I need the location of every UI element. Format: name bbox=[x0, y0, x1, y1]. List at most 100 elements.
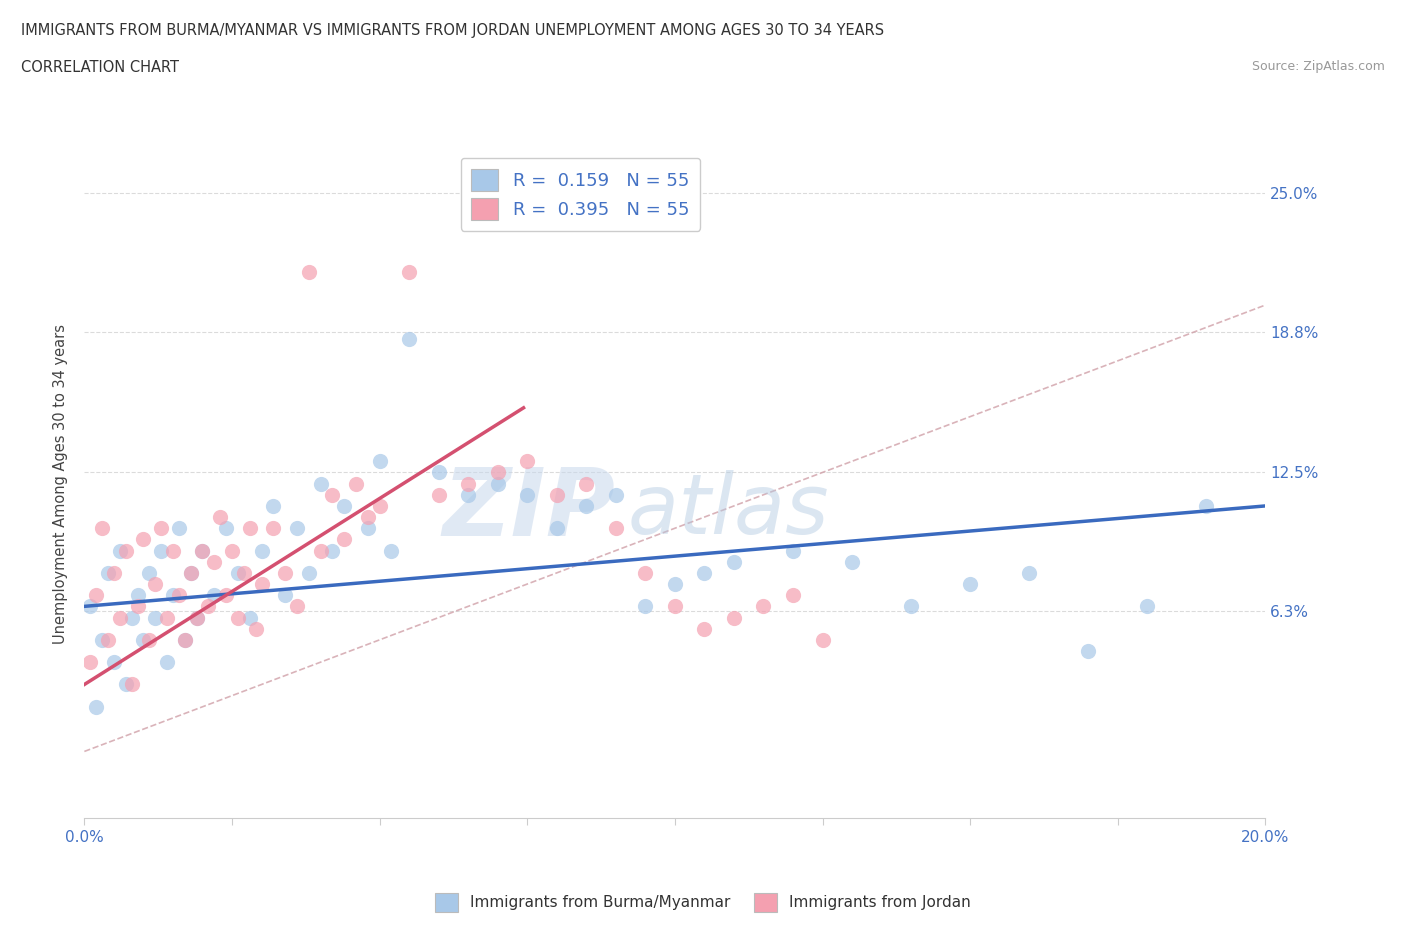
Point bbox=[197, 599, 219, 614]
Point bbox=[752, 599, 775, 614]
Point bbox=[900, 599, 922, 614]
Point bbox=[150, 521, 173, 536]
Point bbox=[398, 331, 420, 346]
Point bbox=[167, 588, 190, 603]
Point bbox=[143, 577, 166, 591]
Point bbox=[1136, 599, 1159, 614]
Point bbox=[209, 510, 232, 525]
Point bbox=[427, 465, 450, 480]
Point bbox=[232, 565, 254, 580]
Point bbox=[285, 521, 308, 536]
Point bbox=[150, 543, 173, 558]
Point bbox=[1195, 498, 1218, 513]
Point bbox=[132, 532, 155, 547]
Point bbox=[368, 498, 391, 513]
Point bbox=[226, 610, 249, 625]
Point bbox=[97, 565, 120, 580]
Point bbox=[202, 554, 225, 569]
Text: CORRELATION CHART: CORRELATION CHART bbox=[21, 60, 179, 75]
Point bbox=[664, 577, 686, 591]
Point bbox=[191, 543, 214, 558]
Point bbox=[274, 565, 297, 580]
Text: ZIP: ZIP bbox=[443, 464, 616, 556]
Point bbox=[841, 554, 863, 569]
Point bbox=[143, 610, 166, 625]
Point bbox=[309, 476, 332, 491]
Point bbox=[186, 610, 208, 625]
Point bbox=[215, 521, 238, 536]
Point bbox=[457, 487, 479, 502]
Point bbox=[321, 487, 343, 502]
Point bbox=[262, 521, 284, 536]
Point bbox=[202, 588, 225, 603]
Point bbox=[127, 588, 149, 603]
Point bbox=[84, 699, 107, 714]
Point bbox=[215, 588, 238, 603]
Point bbox=[605, 487, 627, 502]
Point bbox=[368, 454, 391, 469]
Point bbox=[723, 610, 745, 625]
Point bbox=[156, 655, 179, 670]
Point bbox=[250, 577, 273, 591]
Point bbox=[575, 476, 598, 491]
Point bbox=[546, 487, 568, 502]
Point bbox=[486, 476, 509, 491]
Point bbox=[108, 610, 131, 625]
Point bbox=[457, 476, 479, 491]
Point bbox=[262, 498, 284, 513]
Point bbox=[333, 498, 356, 513]
Point bbox=[575, 498, 598, 513]
Point bbox=[693, 565, 716, 580]
Point bbox=[782, 588, 804, 603]
Point bbox=[97, 632, 120, 647]
Point bbox=[782, 543, 804, 558]
Point bbox=[79, 599, 101, 614]
Point bbox=[516, 487, 538, 502]
Point bbox=[162, 543, 184, 558]
Point bbox=[634, 599, 657, 614]
Point bbox=[605, 521, 627, 536]
Point bbox=[285, 599, 308, 614]
Text: atlas: atlas bbox=[627, 470, 830, 551]
Point bbox=[344, 476, 367, 491]
Point bbox=[121, 677, 143, 692]
Point bbox=[357, 521, 380, 536]
Point bbox=[138, 565, 160, 580]
Point bbox=[486, 465, 509, 480]
Y-axis label: Unemployment Among Ages 30 to 34 years: Unemployment Among Ages 30 to 34 years bbox=[53, 324, 69, 644]
Point bbox=[114, 543, 136, 558]
Point bbox=[132, 632, 155, 647]
Point bbox=[250, 543, 273, 558]
Point bbox=[245, 621, 267, 636]
Point bbox=[173, 632, 195, 647]
Point bbox=[91, 521, 114, 536]
Point bbox=[191, 543, 214, 558]
Point bbox=[221, 543, 243, 558]
Point bbox=[239, 610, 262, 625]
Point bbox=[298, 264, 321, 279]
Point bbox=[959, 577, 981, 591]
Point bbox=[239, 521, 262, 536]
Point bbox=[103, 655, 125, 670]
Point bbox=[79, 655, 101, 670]
Point bbox=[516, 454, 538, 469]
Legend: Immigrants from Burma/Myanmar, Immigrants from Jordan: Immigrants from Burma/Myanmar, Immigrant… bbox=[429, 887, 977, 918]
Point bbox=[723, 554, 745, 569]
Point bbox=[186, 610, 208, 625]
Point bbox=[226, 565, 249, 580]
Point bbox=[693, 621, 716, 636]
Point bbox=[167, 521, 190, 536]
Point bbox=[398, 264, 420, 279]
Point bbox=[114, 677, 136, 692]
Point bbox=[84, 588, 107, 603]
Point bbox=[156, 610, 179, 625]
Point bbox=[274, 588, 297, 603]
Point bbox=[127, 599, 149, 614]
Point bbox=[162, 588, 184, 603]
Point bbox=[91, 632, 114, 647]
Point bbox=[173, 632, 195, 647]
Point bbox=[427, 487, 450, 502]
Point bbox=[180, 565, 202, 580]
Point bbox=[298, 565, 321, 580]
Point bbox=[333, 532, 356, 547]
